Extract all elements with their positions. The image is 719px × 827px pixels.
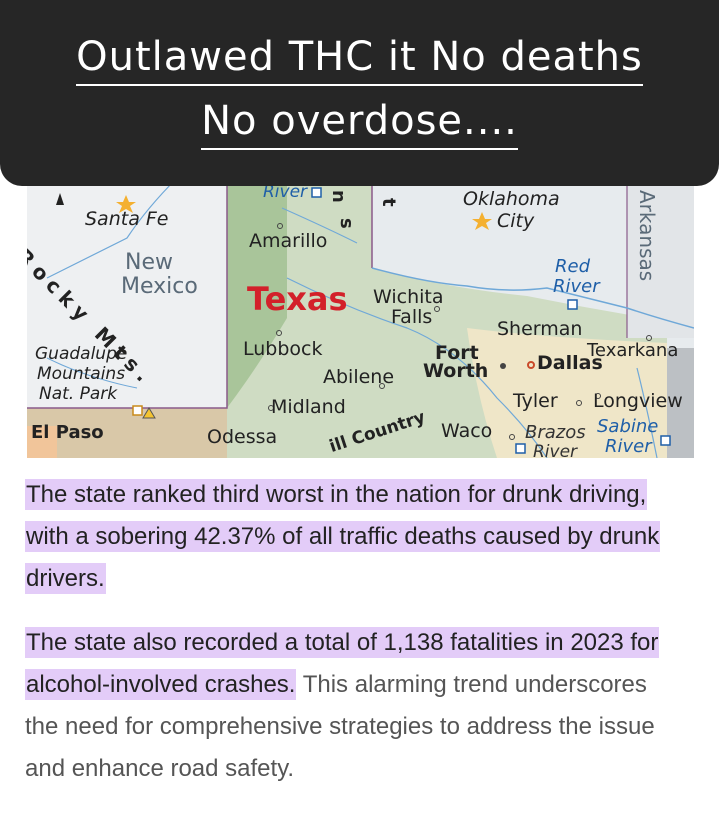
city-santa-fe: Santa Fe xyxy=(85,208,169,230)
water-red-river: River xyxy=(553,276,600,297)
caption-banner: Outlawed THC it No deaths No overdose...… xyxy=(0,0,719,186)
paragraph-2-rest: This alarming trend underscores the need… xyxy=(25,671,655,782)
water-red: Red xyxy=(555,256,591,277)
state-label-texas: Texas xyxy=(247,280,348,318)
region-fragment-t: t xyxy=(378,198,399,207)
city-lubbock: Lubbock xyxy=(243,338,323,360)
city-abilene: Abilene xyxy=(323,366,395,388)
caption-line-2: No overdose.... xyxy=(0,98,719,150)
texas-map: New Mexico Arkansas Texas Santa Fe Amari… xyxy=(27,168,694,458)
state-label-mexico: Mexico xyxy=(121,274,198,299)
city-longview: Longview xyxy=(593,390,683,412)
water-river-canadian: River xyxy=(263,182,308,202)
water-brazos: Brazos xyxy=(525,422,586,443)
region-guadalupe: Guadalupe xyxy=(35,344,128,364)
city-sherman: Sherman xyxy=(497,318,583,340)
water-sabine: Sabine xyxy=(597,416,659,437)
caption-line-1: Outlawed THC it No deaths xyxy=(0,34,719,86)
region-mountains: Mountains xyxy=(37,364,126,384)
paragraph-2: The state also recorded a total of 1,138… xyxy=(25,622,675,790)
city-odessa: Odessa xyxy=(207,426,278,448)
city-waco: Waco xyxy=(441,420,493,442)
water-sabine-river: River xyxy=(605,436,652,457)
city-amarillo: Amarillo xyxy=(249,230,328,252)
city-el-paso: El Paso xyxy=(31,422,104,443)
region-fragment-s: s xyxy=(336,218,357,229)
city-worth: Worth xyxy=(423,360,489,382)
paragraph-1: The state ranked third worst in the nati… xyxy=(25,474,675,600)
city-midland: Midland xyxy=(271,396,346,418)
state-label-arkansas: Arkansas xyxy=(635,190,659,282)
city-oklahoma: Oklahoma xyxy=(463,188,560,210)
map-background xyxy=(27,168,694,458)
state-label-new: New xyxy=(125,250,173,275)
city-fort: Fort xyxy=(435,342,479,364)
city-wichita: Wichita xyxy=(373,286,444,308)
city-city: City xyxy=(497,210,535,232)
city-dallas: Dallas xyxy=(537,352,603,374)
water-brazos-river: River xyxy=(533,442,578,458)
region-fragment-n: n xyxy=(328,190,349,203)
region-nat-park: Nat. Park xyxy=(39,384,118,404)
city-falls: Falls xyxy=(391,306,433,328)
article-text: The state ranked third worst in the nati… xyxy=(25,474,675,812)
highlighted-text-1: The state ranked third worst in the nati… xyxy=(25,479,661,594)
city-tyler: Tyler xyxy=(513,390,558,412)
city-texarkana: Texarkana xyxy=(587,340,679,361)
